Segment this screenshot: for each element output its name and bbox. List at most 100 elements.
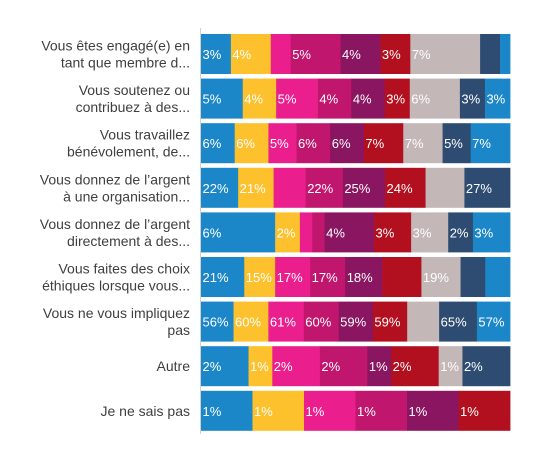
data-label: 1% <box>203 404 222 419</box>
data-label: 2% <box>450 225 469 240</box>
bar-segment <box>382 257 422 297</box>
bar-segment <box>268 123 297 164</box>
data-label: 5% <box>278 92 297 107</box>
bar-segment <box>425 167 465 208</box>
bar-segment <box>296 123 331 164</box>
bar-segment <box>411 212 449 253</box>
bar-segment <box>201 212 276 253</box>
data-label: 2% <box>274 359 293 374</box>
bar-row: 5% 4% 5% 4% 4% 3% 6% 3% 3% <box>201 78 511 119</box>
bar-segment <box>270 34 292 74</box>
category-label: éthiques lorsque vous... <box>42 278 190 294</box>
category-label: Vous ne vous impliquez <box>43 305 190 321</box>
bar-row: 2% 1% 2% 2% 1% 2% 1% 2% <box>201 346 511 387</box>
bar-segment <box>459 78 486 119</box>
bar-segment <box>407 301 440 342</box>
data-label: 6% <box>298 136 317 151</box>
category-label: Vous donnez de l’argent <box>40 216 190 232</box>
bar-segment <box>439 301 478 342</box>
bar-segment <box>201 78 244 119</box>
data-label: 3% <box>382 47 401 62</box>
bar-segment <box>448 212 474 253</box>
bar-row: 6% 6% 5% 6% 6% 7% 7% 5% 7% <box>201 123 511 164</box>
bar-segment <box>338 301 374 342</box>
data-label: 60% <box>235 315 261 330</box>
data-label: 61% <box>270 315 296 330</box>
bar-segment <box>317 78 352 119</box>
data-label: 24% <box>387 181 413 196</box>
data-label: 3% <box>413 225 432 240</box>
bar-segment <box>233 301 269 342</box>
bar-segment <box>305 167 344 208</box>
bar-segment <box>242 78 277 119</box>
bar-segment <box>275 212 301 253</box>
bar-segment <box>380 34 411 74</box>
bar-segment <box>234 123 269 164</box>
bar-segment <box>458 390 511 431</box>
bar-segment <box>345 257 383 297</box>
bar-segment <box>410 34 481 74</box>
bar-segment <box>248 346 273 387</box>
bar-segment <box>319 346 368 387</box>
data-label: 7% <box>472 136 491 151</box>
data-label: 59% <box>374 315 400 330</box>
bar-segment <box>330 123 365 164</box>
category-label: Vous faites des choix <box>58 261 190 277</box>
bar-segment <box>409 78 461 119</box>
data-label: 1% <box>306 404 325 419</box>
data-label: 4% <box>353 92 372 107</box>
bar-segment <box>252 390 305 431</box>
data-label: 6% <box>203 136 222 151</box>
bar-row: 21% 15% 17% 17% 18% 19% <box>201 257 511 297</box>
bar-segment <box>460 257 486 297</box>
bar-segment <box>201 257 245 297</box>
bar-row: 3% 4% 5% 4% 3% 7% <box>201 34 511 74</box>
bar-segment <box>303 301 340 342</box>
bar-segment <box>500 34 511 74</box>
data-label: 19% <box>423 270 449 285</box>
data-label: 1% <box>250 359 269 374</box>
bar-segment <box>472 212 511 253</box>
data-label: 2% <box>203 359 222 374</box>
data-label: 2% <box>393 359 412 374</box>
data-label: 5% <box>444 136 463 151</box>
bar-segment <box>275 257 311 297</box>
data-label: 57% <box>478 315 504 330</box>
bar-segment <box>391 346 440 387</box>
bar-row: 22% 21% 22% 25% 24% 27% <box>201 167 511 208</box>
data-label: 2% <box>321 359 340 374</box>
data-label: 7% <box>365 136 384 151</box>
bar-segment <box>485 257 511 297</box>
category-label: Vous donnez de l’argent <box>40 171 190 187</box>
bar-segment <box>201 301 234 342</box>
data-label: 6% <box>203 225 222 240</box>
bar-segment <box>438 346 463 387</box>
data-label: 17% <box>312 270 338 285</box>
bar-segment <box>403 123 443 164</box>
data-label: 15% <box>246 270 272 285</box>
data-label: 65% <box>441 315 467 330</box>
bar-segment <box>464 167 511 208</box>
data-label: 3% <box>474 225 493 240</box>
bar-segment <box>304 390 356 431</box>
data-label: 7% <box>412 47 431 62</box>
bar-segment <box>310 257 346 297</box>
bar-row: 6% 2% 4% 3% 3% 2% 3% <box>201 212 511 253</box>
data-label: 22% <box>307 181 333 196</box>
bar-segment <box>273 167 307 208</box>
data-label: 22% <box>203 181 229 196</box>
data-label: 3% <box>203 47 222 62</box>
category-label: tant que membre d... <box>61 55 190 71</box>
bar-segment <box>244 257 276 297</box>
bar-segment <box>442 123 472 164</box>
bar-segment <box>374 212 412 253</box>
data-label: 5% <box>292 47 311 62</box>
data-label: 5% <box>203 92 222 107</box>
data-label: 18% <box>347 270 373 285</box>
data-label: 59% <box>340 315 366 330</box>
bar-row: 1% 1% 1% 1% 1% 1% <box>201 390 511 431</box>
category-label: Autre <box>157 358 191 374</box>
data-label: 56% <box>203 315 229 330</box>
bar-segment <box>342 167 386 208</box>
bar-segment <box>480 34 501 74</box>
